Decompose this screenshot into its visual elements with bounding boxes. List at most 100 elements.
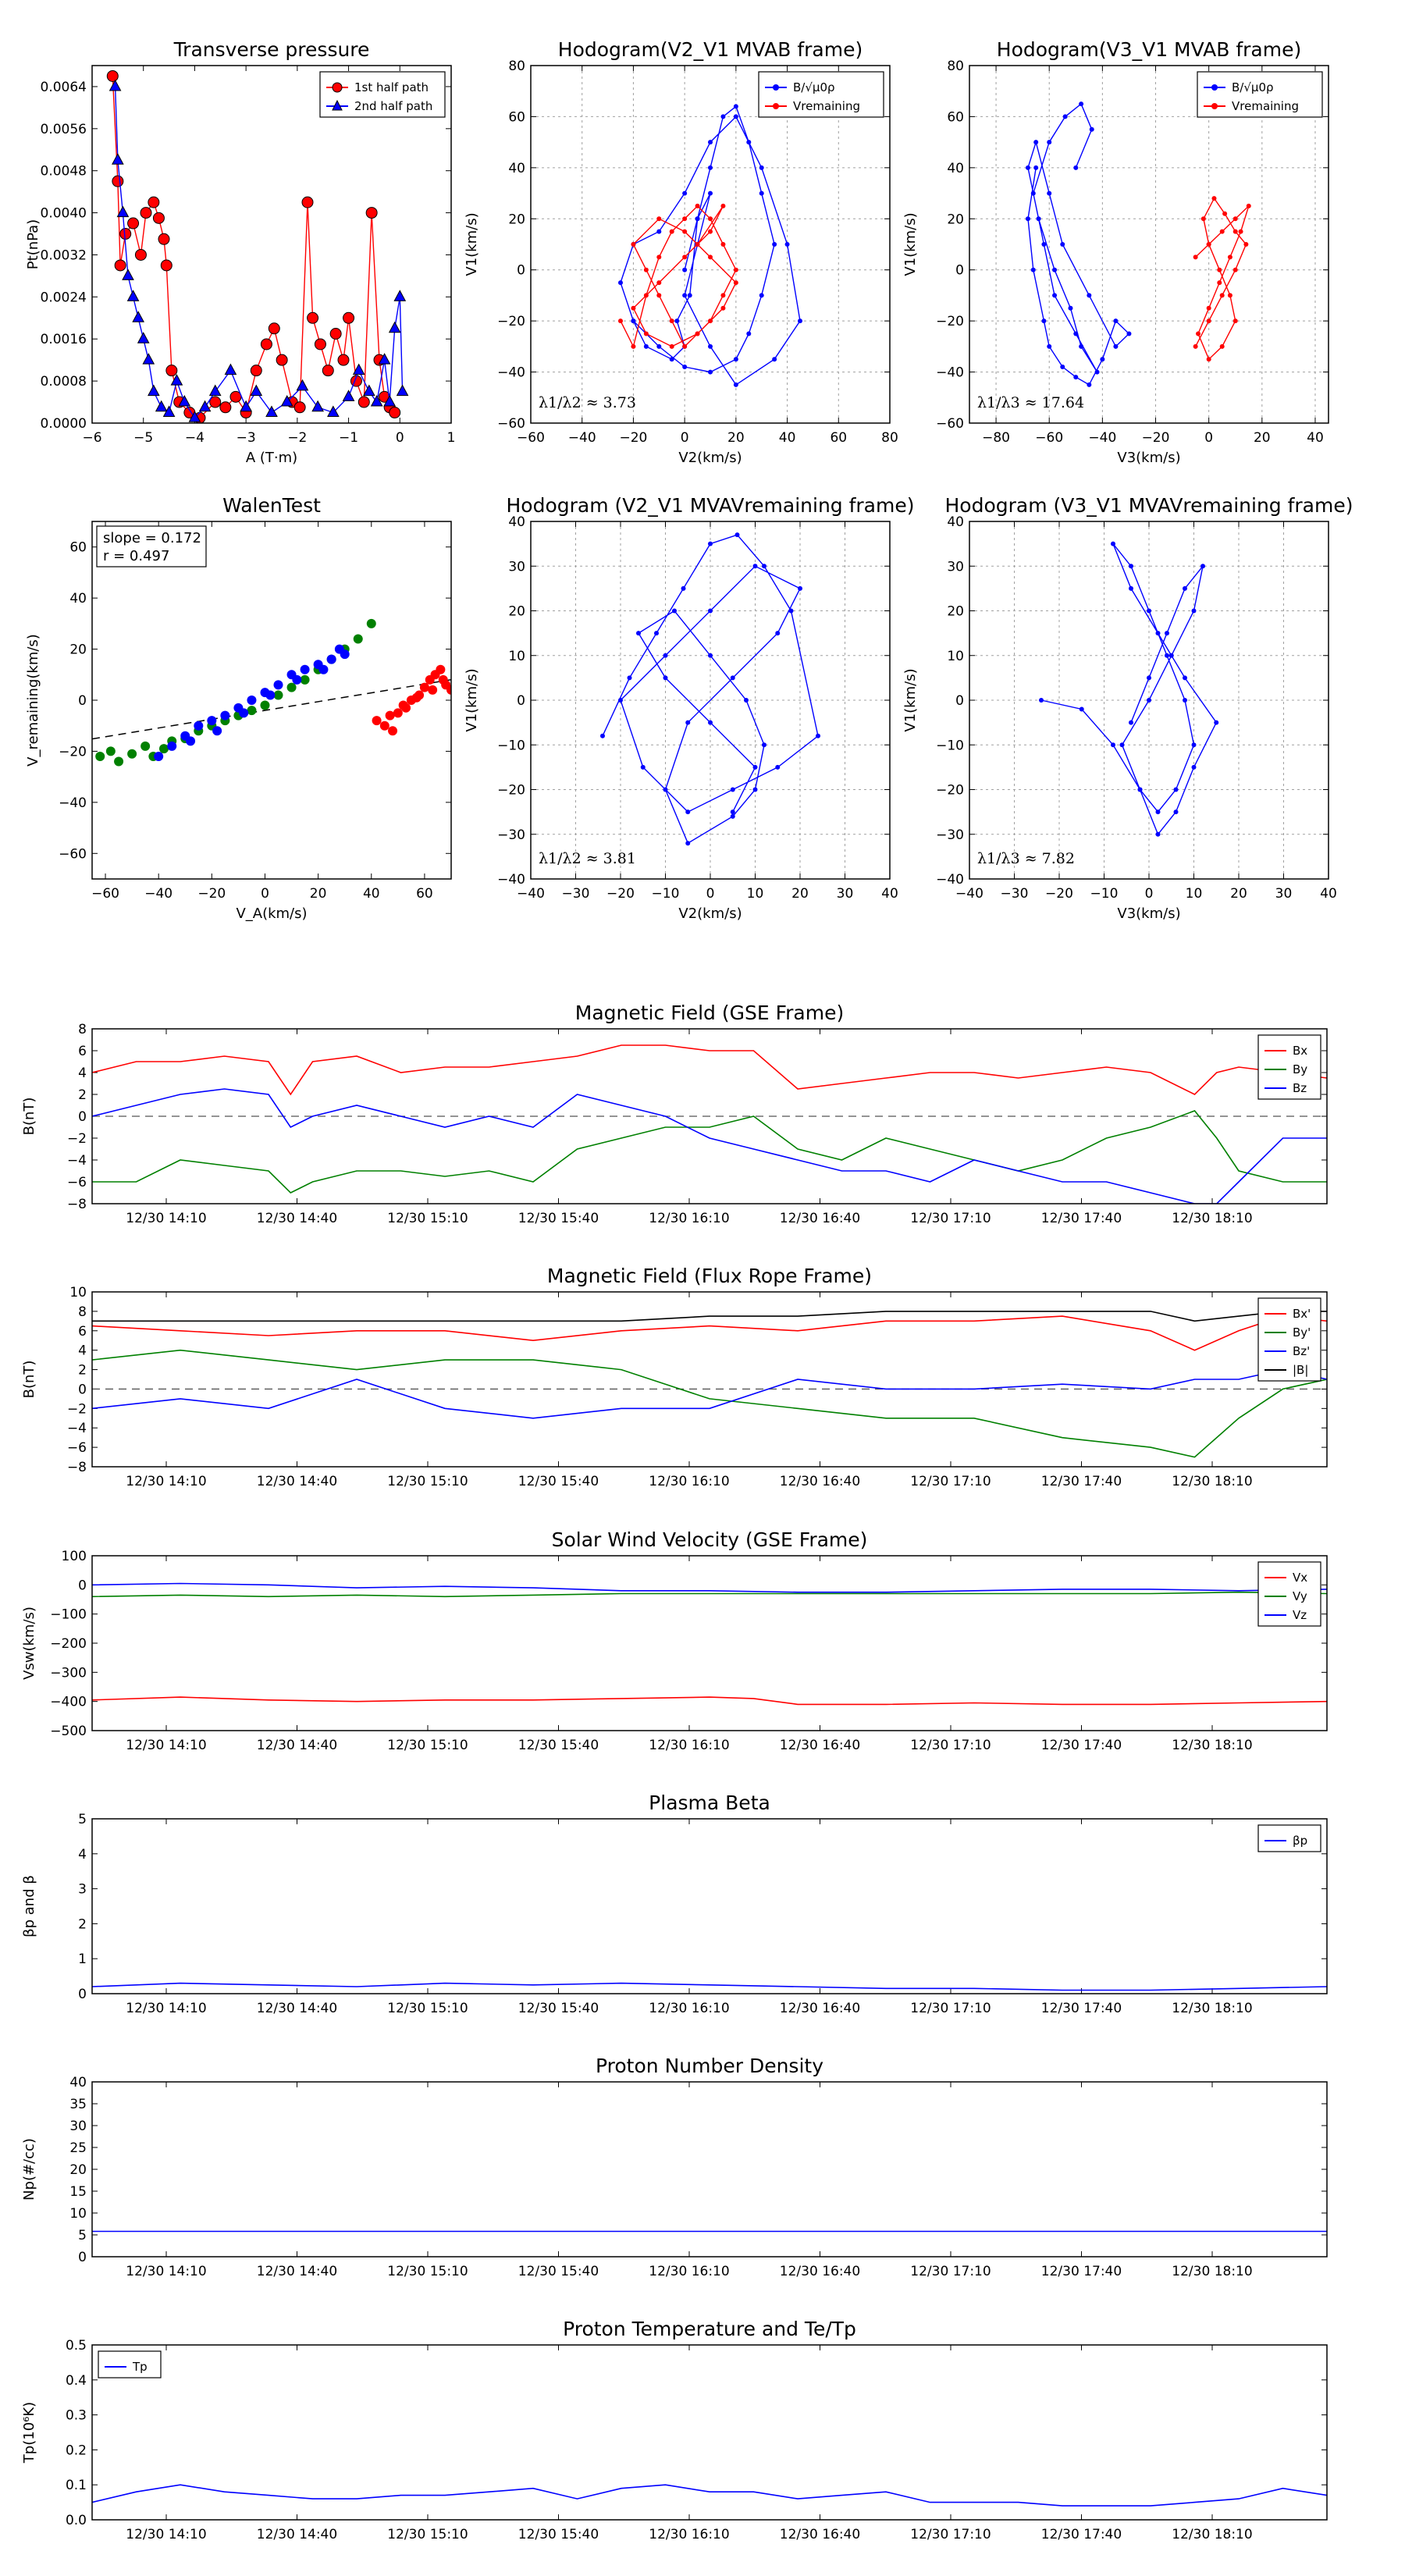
plot-frame	[969, 521, 1329, 880]
x-tick-label: 0	[1145, 886, 1154, 902]
series-1-point	[268, 322, 280, 335]
series-1-point	[643, 343, 649, 349]
legend-label: Vremaining	[793, 99, 860, 113]
series-2-point	[280, 395, 293, 407]
series-2-point	[311, 400, 324, 412]
x-tick-label: 12/30 16:10	[649, 1738, 729, 1753]
plot-frame	[969, 65, 1329, 424]
series-2-point	[108, 79, 122, 91]
y-tick-label: 80	[947, 59, 964, 74]
series-1-point	[1155, 831, 1161, 837]
x-tick-label: 12/30 16:40	[780, 1738, 860, 1753]
y-tick-label: 30	[508, 559, 525, 575]
series-1-point	[1214, 720, 1219, 725]
series-2-point	[708, 254, 713, 260]
series-1-point	[1191, 742, 1197, 748]
series-2-point	[265, 405, 278, 418]
x-tick-label: 12/30 14:40	[257, 2527, 337, 2542]
series-2-point	[656, 216, 662, 222]
series-2-point	[148, 384, 160, 397]
series-1-point	[708, 165, 713, 170]
y-axis-label: B(nT)	[21, 1098, 37, 1136]
x-tick-label: −30	[562, 886, 590, 902]
chart-title: Magnetic Field (Flux Rope Frame)	[547, 1265, 872, 1287]
series-1-point	[1060, 365, 1065, 370]
series-1-point	[1129, 720, 1133, 725]
series-1-point	[1073, 165, 1079, 170]
x-tick-label: 12/30 18:10	[1172, 2001, 1252, 2016]
y-tick-label: 40	[508, 514, 525, 530]
plot-area	[92, 1982, 1327, 1991]
y-tick-label: −40	[497, 872, 525, 888]
plot-area	[106, 69, 409, 423]
y-axis-label: Np(#/cc)	[21, 2138, 37, 2201]
series-1-point	[1155, 631, 1161, 636]
plot-area	[92, 1044, 1327, 1204]
series-2-point	[682, 216, 688, 222]
series-1-point	[1119, 742, 1125, 748]
series-1-point	[663, 787, 668, 792]
legend-box	[1257, 1297, 1321, 1382]
x-tick-label: 12/30 16:40	[780, 1211, 860, 1226]
series-1-point	[247, 706, 257, 716]
y-tick-label: 0.0008	[41, 374, 87, 390]
y-tick-label: 0	[955, 693, 964, 709]
series-1-point	[95, 751, 105, 761]
series-1-point	[337, 354, 350, 366]
series-2-point	[318, 664, 329, 674]
x-tick-label: 0	[1204, 430, 1213, 446]
chart-5: −40 −30 −20 −10 0 10 20 30 40 −40 −30 −20 −10 0 10 20 30…	[464, 494, 915, 922]
series-1-point	[1047, 343, 1052, 349]
x-tick-label: −2	[287, 430, 307, 446]
y-tick-label: −300	[50, 1665, 87, 1681]
plot-area	[92, 618, 451, 767]
series-2-point	[342, 390, 355, 401]
series-1-point	[1041, 242, 1047, 247]
series-1-point	[1030, 190, 1036, 196]
series-1-point	[672, 608, 677, 614]
series-2-point	[1217, 267, 1222, 272]
y-tick-label: −8	[67, 1197, 87, 1212]
legend-label: Bx'	[1293, 1307, 1311, 1321]
series-1-point	[152, 212, 165, 224]
series-1-point	[720, 114, 726, 119]
series-2-point	[326, 654, 336, 664]
series-4-line	[92, 1311, 1327, 1322]
series-1-point	[1183, 698, 1187, 703]
series-1-point	[1060, 242, 1065, 247]
x-tick-label: 40	[779, 430, 796, 446]
series-2-point	[388, 321, 401, 333]
series-2-point	[1232, 318, 1238, 324]
series-3-point	[411, 692, 422, 703]
x-tick-label: 12/30 14:10	[126, 1211, 206, 1226]
series-1-point	[1041, 318, 1047, 324]
y-tick-label: −40	[497, 365, 525, 381]
series-2-point	[695, 331, 700, 336]
y-tick-label: 25	[69, 2140, 87, 2156]
annotation-text: λ1/λ3 ≈ 17.64	[977, 394, 1084, 411]
series-1-point	[685, 809, 691, 815]
series-1-point	[160, 259, 173, 272]
series-3-line	[92, 1088, 1327, 1204]
x-tick-label: 12/30 14:10	[126, 1474, 206, 1489]
series-1-point	[1073, 375, 1079, 380]
y-tick-label: −100	[50, 1607, 87, 1623]
y-tick-label: 0.4	[66, 2373, 87, 2389]
series-2-point	[631, 343, 636, 349]
x-tick-label: 0	[706, 886, 715, 902]
y-tick-label: 0.0016	[41, 332, 87, 347]
y-tick-label: 0.0	[66, 2513, 87, 2528]
series-2-point	[383, 395, 396, 407]
series-1-point	[744, 698, 749, 703]
series-3-point	[446, 685, 451, 695]
series-1-point	[357, 396, 370, 408]
legend-box	[98, 2350, 162, 2379]
x-tick-label: −40	[1088, 430, 1116, 446]
series-2-point	[1219, 343, 1225, 349]
series-1-point	[1113, 318, 1119, 324]
series-1-line	[602, 534, 819, 845]
series-1-point	[682, 365, 688, 370]
series-1-point	[654, 631, 659, 636]
series-1-point	[1183, 675, 1187, 681]
chart-3: −60 −40 −20 0 20 40 60 80 −80 −60 −40 −20 0 20 40 Hodog…	[902, 38, 1329, 466]
